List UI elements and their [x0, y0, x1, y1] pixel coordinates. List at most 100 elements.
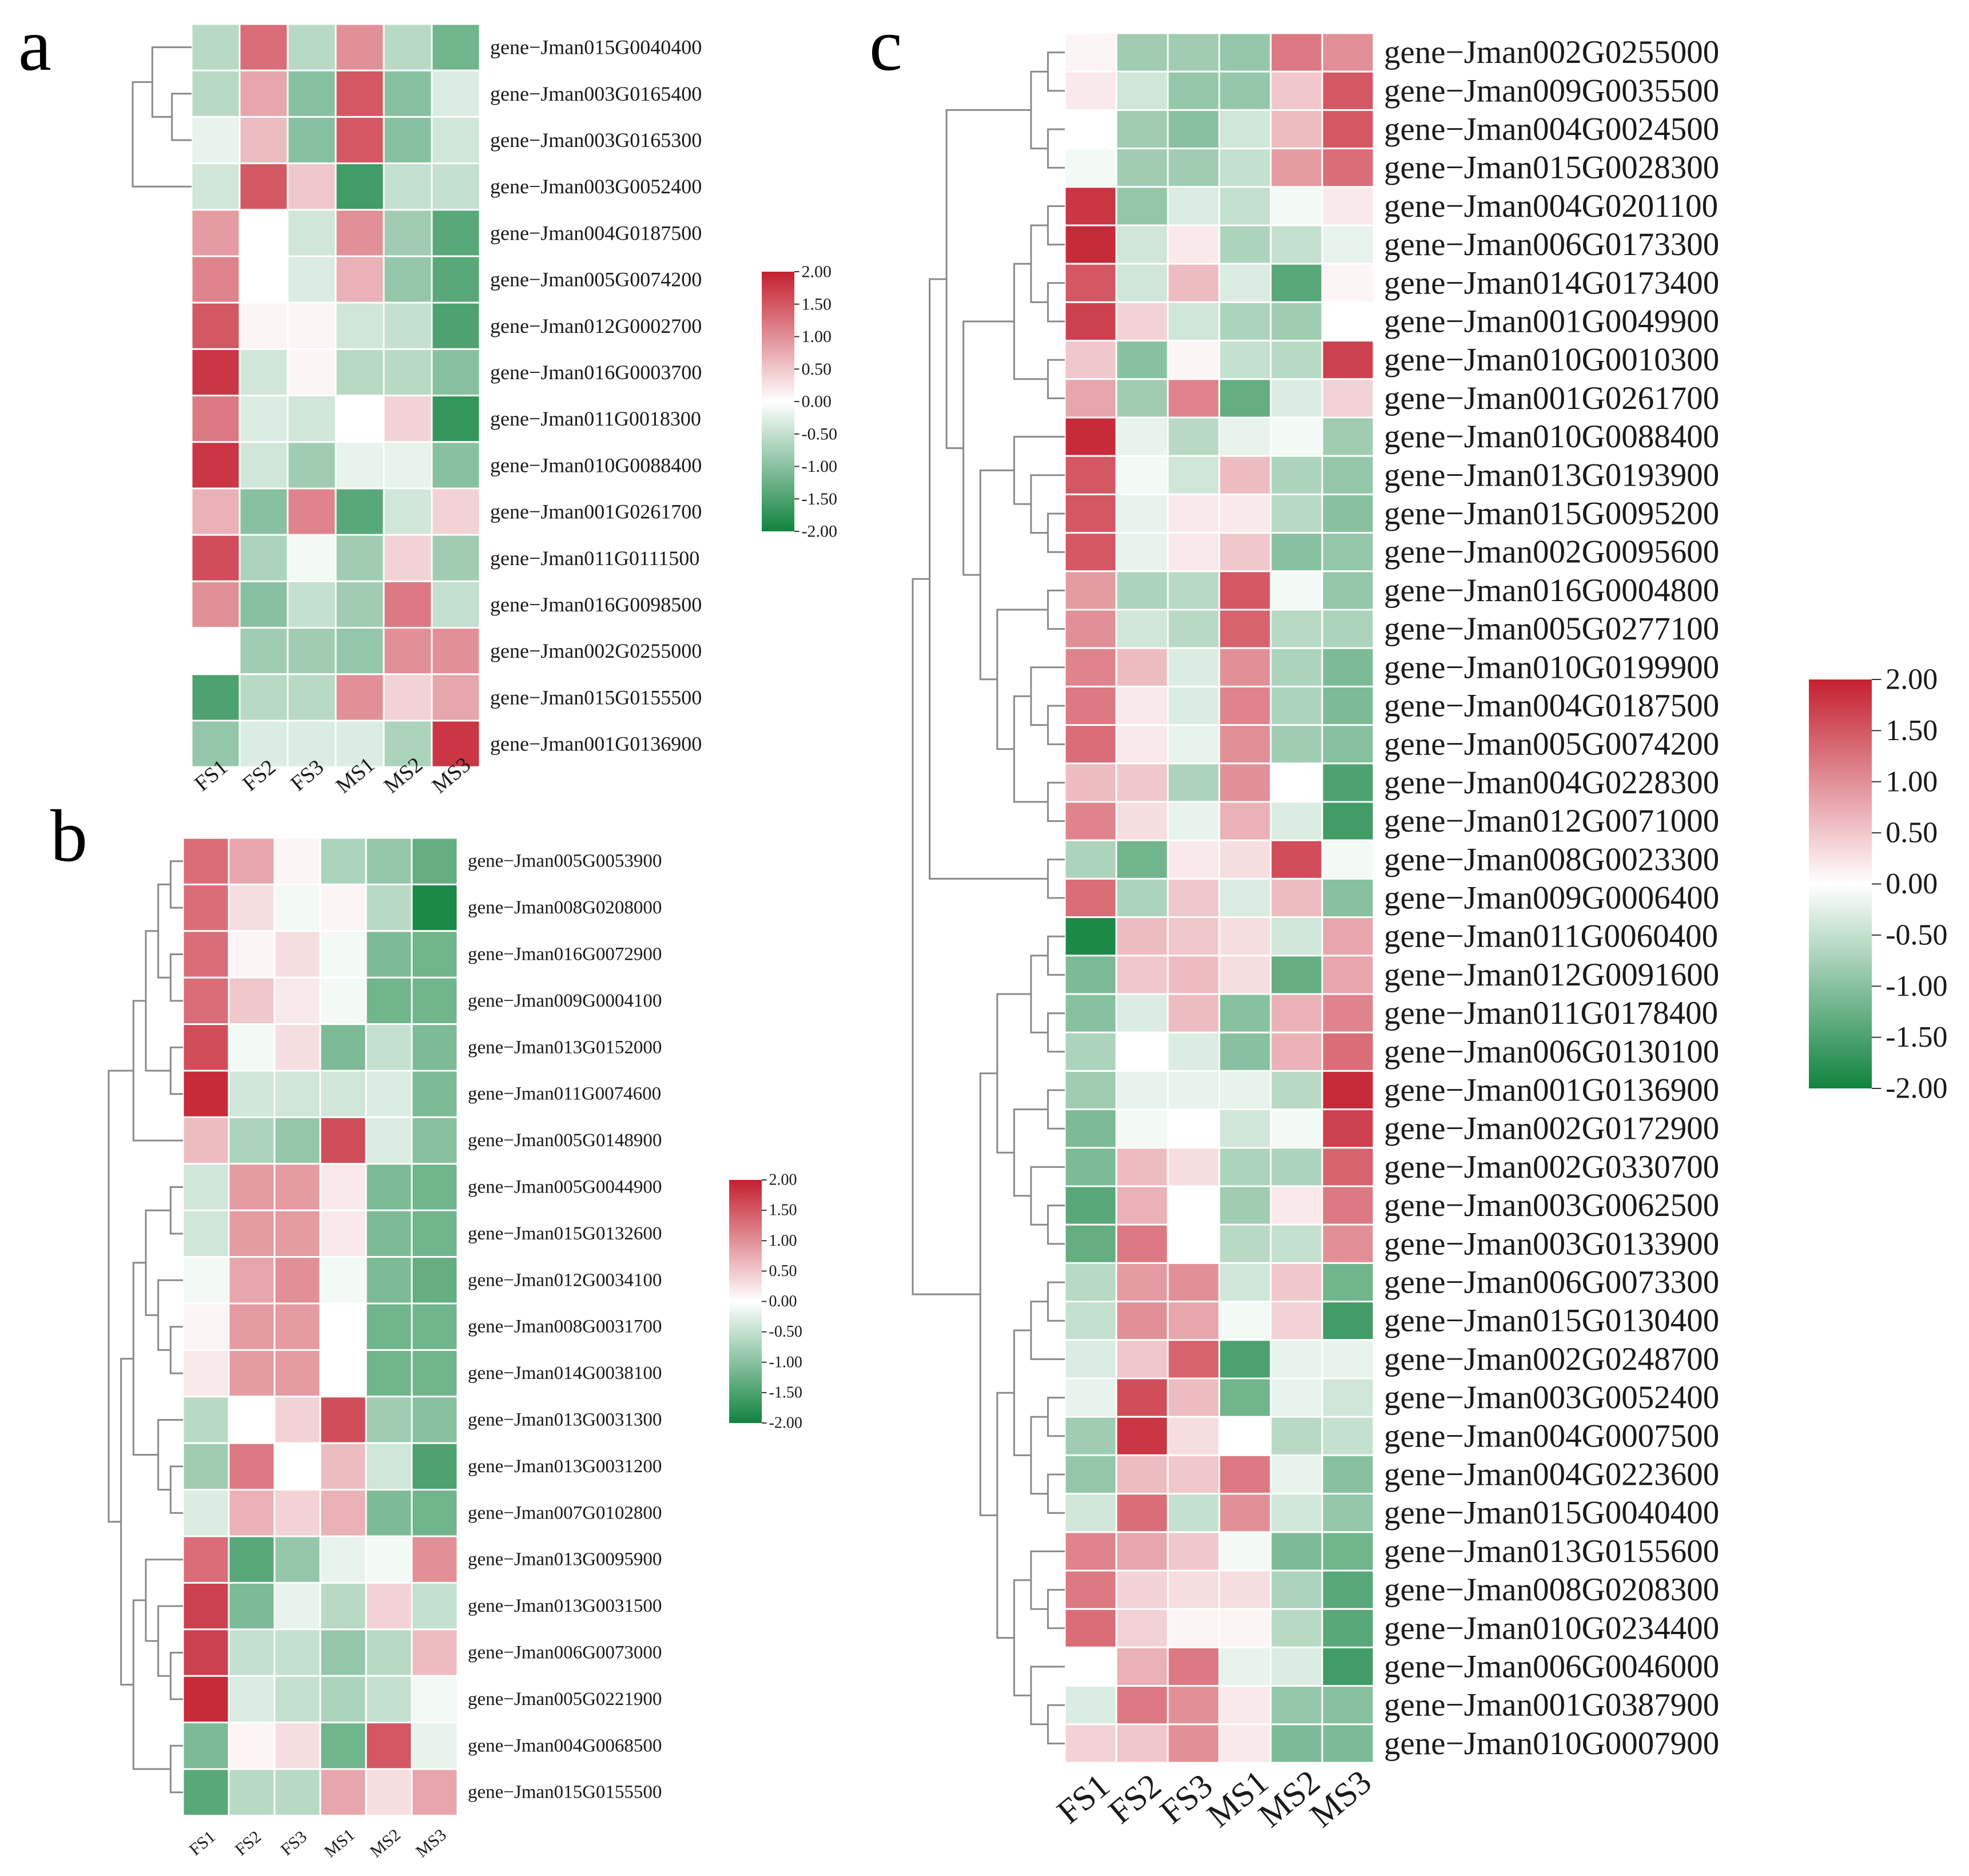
heatmap-cell — [1115, 993, 1169, 1034]
heatmap-cell — [1115, 916, 1169, 957]
heatmap-cell — [431, 627, 481, 675]
gene-label: gene−Jman004G0201100 — [1384, 188, 1718, 224]
heatmap-cell — [1064, 1531, 1117, 1572]
gene-label: gene−Jman005G0044900 — [468, 1177, 662, 1198]
heatmap-cell — [238, 23, 289, 71]
heatmap-cell — [1064, 1646, 1117, 1687]
heatmap-cell — [1321, 186, 1375, 226]
gene-label: gene−Jman004G0007500 — [1384, 1418, 1719, 1454]
dendrogram-branch — [1030, 224, 1048, 303]
heatmap-cell — [335, 209, 385, 257]
gene-label: gene−Jman008G0031700 — [468, 1317, 662, 1337]
gene-label: gene−Jman012G0034100 — [468, 1270, 662, 1290]
heatmap-cell — [273, 1396, 321, 1444]
heatmap-cell — [1167, 993, 1220, 1034]
heatmap-cell — [1218, 570, 1272, 611]
heatmap-cell — [1321, 109, 1375, 150]
heatmap-cell — [1167, 1223, 1220, 1264]
colorbar-tick-label: 0.50 — [769, 1262, 797, 1280]
dendrogram-branch — [1030, 1301, 1065, 1360]
heatmap-cell — [1115, 532, 1169, 573]
gene-label: gene−Jman015G0130400 — [1384, 1303, 1719, 1339]
colorbar-gradient — [1809, 679, 1872, 1088]
heatmap-cell — [365, 1442, 413, 1491]
heatmap-cell — [273, 1581, 321, 1631]
dendrogram-branch — [1047, 1205, 1065, 1245]
gene-label: gene−Jman006G0046000 — [1384, 1649, 1719, 1685]
heatmap-cell — [273, 976, 321, 1026]
heatmap-cell — [1270, 1569, 1323, 1610]
gene-label: gene−Jman013G0193900 — [1384, 457, 1719, 493]
heatmap-cell — [1218, 955, 1272, 995]
heatmap-cell — [431, 441, 481, 490]
heatmap-cell — [1321, 955, 1375, 995]
heatmap-cell — [1115, 1301, 1169, 1341]
dendrogram-branch — [1047, 705, 1065, 745]
heatmap-cell — [287, 487, 337, 536]
heatmap-cell — [1321, 801, 1375, 841]
heatmap-cell — [319, 1070, 367, 1118]
heatmap-cell — [182, 1581, 230, 1631]
heatmap-cell — [1218, 685, 1272, 726]
heatmap-cell — [1064, 1377, 1117, 1418]
heatmap-cell — [1167, 1454, 1220, 1495]
heatmap-cell — [287, 673, 337, 722]
gene-label: gene−Jman006G0130100 — [1384, 1034, 1719, 1070]
heatmap-cell — [182, 1489, 230, 1537]
gene-label: gene−Jman008G0208300 — [1384, 1572, 1719, 1608]
colorbar-tick-label: 1.50 — [802, 295, 832, 313]
heatmap-cell — [1270, 1454, 1323, 1495]
heatmap-cell — [1218, 416, 1272, 457]
heatmap-cell — [238, 580, 289, 629]
heatmap-cell — [411, 1581, 459, 1631]
heatmap-cell — [1321, 148, 1375, 188]
heatmap-cell — [1218, 1531, 1272, 1572]
heatmap-cell — [1064, 685, 1117, 726]
heatmap-cell — [431, 69, 481, 118]
heatmap-cell — [365, 1023, 413, 1072]
colorbar-tick-label: -1.50 — [802, 490, 838, 508]
heatmap-cell — [1115, 1070, 1169, 1111]
heatmap-cell — [335, 673, 385, 722]
heatmap-cell — [190, 162, 241, 211]
heatmap-cell — [335, 534, 385, 582]
heatmap-cell — [228, 1489, 276, 1537]
heatmap-cell — [1167, 109, 1220, 150]
gene-label: gene−Jman002G0255000 — [1384, 34, 1719, 70]
heatmap-cell — [287, 348, 337, 397]
heatmap-cell — [238, 162, 289, 211]
heatmap-cell — [1270, 1416, 1323, 1456]
heatmap-cell — [190, 627, 241, 675]
heatmap-cell — [1218, 1723, 1272, 1764]
column-label: MS3 — [412, 1825, 450, 1861]
colorbar-tick-label: -2.00 — [1886, 1072, 1947, 1105]
dendrogram-branch — [945, 109, 1031, 450]
heatmap-cell — [1218, 70, 1272, 111]
heatmap-cell — [1064, 1108, 1117, 1149]
heatmap-cell — [1115, 1454, 1169, 1495]
heatmap-cell — [1270, 186, 1323, 226]
heatmap-cell — [1270, 1108, 1323, 1149]
heatmap-cell — [1270, 224, 1323, 265]
dendrogram — [108, 860, 183, 1794]
heatmap-cell — [1270, 532, 1323, 573]
heatmap-cell — [1321, 493, 1375, 534]
heatmap-cell — [182, 1722, 230, 1770]
heatmap-cell — [182, 837, 230, 885]
heatmap-cell — [238, 673, 289, 722]
heatmap-cell — [1115, 1723, 1169, 1764]
heatmap-cell — [182, 1349, 230, 1398]
heatmap-cell — [287, 580, 337, 629]
heatmap-cell — [1064, 1416, 1117, 1456]
gene-label: gene−Jman003G0133900 — [1384, 1226, 1719, 1262]
heatmap-cell — [411, 1489, 459, 1537]
heatmap-cell — [287, 23, 337, 71]
heatmap-cell — [1167, 1377, 1220, 1418]
heatmap-cell — [431, 487, 481, 536]
heatmap-cell — [1167, 877, 1220, 919]
gene-label: gene−Jman002G0330700 — [1384, 1149, 1719, 1185]
heatmap-cell — [1167, 493, 1220, 534]
heatmap-cell — [1270, 877, 1323, 919]
heatmap-cell — [1167, 916, 1220, 957]
heatmap-cell — [1270, 1185, 1323, 1226]
